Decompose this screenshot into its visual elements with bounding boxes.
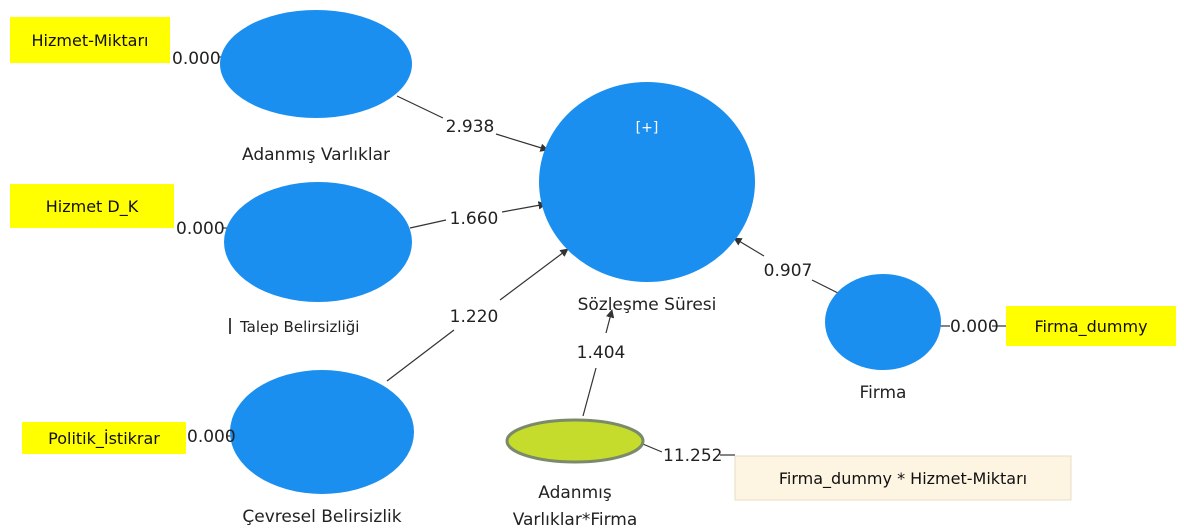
path-interaction-to-sozlesme-2 — [605, 309, 615, 334]
indicator-firma-dummy-label: Firma_dummy — [1034, 317, 1147, 337]
label-marker-talep — [229, 318, 231, 334]
indicator-hizmet-dk[interactable]: Hizmet D_K — [10, 184, 174, 228]
indicator-interaction-term-label: Firma_dummy * Hizmet-Miktarı — [779, 469, 1027, 489]
label-adanmis-varliklar: Adanmış Varlıklar — [242, 145, 390, 165]
indicator-firma-dummy[interactable]: Firma_dummy — [1006, 306, 1176, 346]
path-talep-to-sozlesme-2 — [501, 201, 547, 213]
loading-hizmet-dk: 0.000 — [176, 219, 225, 239]
path-adanmis-to-sozlesme-2 — [495, 133, 549, 152]
path-value-interaction: 1.404 — [577, 343, 626, 363]
label-talep-belirsizligi: Talep Belirsizliği — [239, 318, 359, 336]
construct-interaction[interactable] — [505, 418, 645, 464]
path-adanmis-to-sozlesme — [396, 95, 444, 119]
path-value-firma: 0.907 — [764, 261, 813, 281]
path-talep-to-sozlesme — [409, 219, 447, 229]
label-cevresel-belirsizlik: Çevresel Belirsizlik — [242, 507, 401, 527]
label-interaction-line1: Adanmış — [538, 483, 612, 503]
construct-cevresel-belirsizlik[interactable] — [230, 370, 414, 494]
construct-adanmis-varliklar[interactable] — [220, 10, 412, 118]
label-sozlesme-suresi: Sözleşme Süresi — [578, 295, 717, 315]
path-interaction-to-sozlesme — [582, 367, 597, 417]
expand-toggle[interactable]: [+] — [636, 120, 659, 136]
path-cevresel-to-sozlesme-2 — [499, 248, 569, 301]
indicator-politik-istikrar-label: Politik_İstikrar — [48, 429, 160, 449]
loading-politik: 0.000 — [187, 427, 236, 447]
path-value-talep: 1.660 — [450, 209, 499, 229]
path-value-cevresel: 1.220 — [450, 307, 499, 327]
indicator-politik-istikrar[interactable]: Politik_İstikrar — [22, 422, 186, 454]
loading-hizmet-miktari: 0.000 — [172, 49, 221, 69]
label-interaction-line2: Varlıklar*Firma — [513, 510, 638, 530]
indicator-hizmet-dk-label: Hizmet D_K — [46, 197, 139, 217]
label-firma: Firma — [860, 383, 907, 403]
path-cevresel-to-sozlesme — [386, 329, 455, 382]
construct-firma[interactable] — [825, 274, 941, 370]
indicator-hizmet-miktari-label: Hizmet-Miktarı — [32, 31, 149, 50]
path-value-adanmis: 2.938 — [446, 117, 495, 137]
indicator-hizmet-miktari[interactable]: Hizmet-Miktarı — [10, 17, 170, 63]
loading-interaction-term: 11.252 — [663, 446, 722, 466]
indicator-interaction-term[interactable]: Firma_dummy * Hizmet-Miktarı — [734, 455, 1072, 501]
path-firma-to-sozlesme — [811, 279, 841, 295]
construct-sozlesme-suresi[interactable] — [539, 82, 755, 282]
path-firma-to-sozlesme-2 — [733, 237, 765, 257]
construct-talep-belirsizligi[interactable] — [224, 182, 412, 302]
loading-firma-dummy: 0.000 — [950, 317, 999, 337]
